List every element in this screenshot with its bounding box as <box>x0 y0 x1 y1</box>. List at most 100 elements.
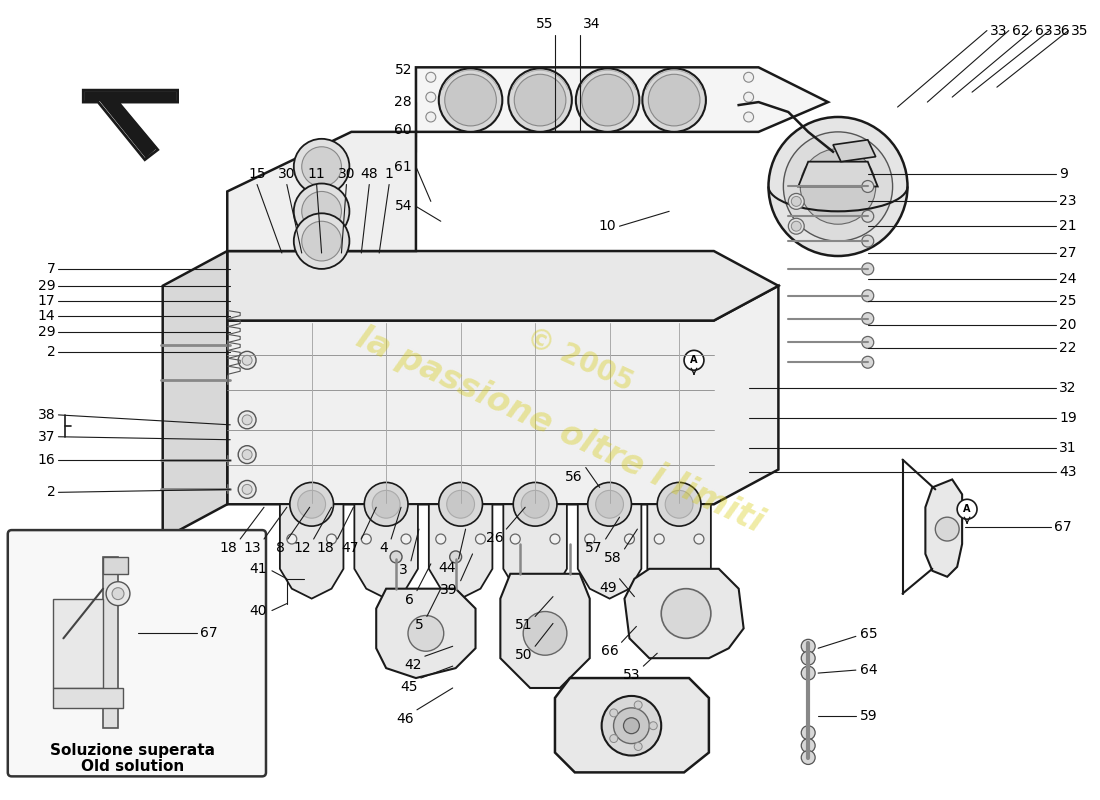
Circle shape <box>106 582 130 606</box>
Text: Old solution: Old solution <box>81 759 185 774</box>
Polygon shape <box>799 162 878 186</box>
Circle shape <box>861 290 873 302</box>
Circle shape <box>585 534 595 544</box>
Text: 29: 29 <box>37 326 55 339</box>
Circle shape <box>649 722 658 730</box>
Circle shape <box>301 146 341 186</box>
Circle shape <box>515 74 565 126</box>
Circle shape <box>242 485 252 494</box>
Text: 66: 66 <box>601 644 618 658</box>
Circle shape <box>550 534 560 544</box>
Text: 47: 47 <box>341 541 359 555</box>
Polygon shape <box>416 67 828 132</box>
Text: 49: 49 <box>598 581 616 594</box>
Circle shape <box>475 534 485 544</box>
Text: 8: 8 <box>276 541 285 555</box>
Circle shape <box>642 68 706 132</box>
Text: 45: 45 <box>400 680 418 694</box>
Circle shape <box>744 92 754 102</box>
Text: 62: 62 <box>1012 23 1030 38</box>
Circle shape <box>635 742 642 750</box>
Polygon shape <box>578 504 641 598</box>
Circle shape <box>609 709 618 717</box>
Text: 9: 9 <box>1059 166 1068 181</box>
Text: A: A <box>964 504 971 514</box>
Polygon shape <box>556 678 708 772</box>
Text: 48: 48 <box>361 166 378 181</box>
Circle shape <box>861 210 873 222</box>
Text: 15: 15 <box>249 166 266 181</box>
Text: 30: 30 <box>338 166 355 181</box>
Polygon shape <box>228 132 416 251</box>
Polygon shape <box>54 688 123 708</box>
Text: 35: 35 <box>1071 23 1089 38</box>
Text: 12: 12 <box>293 541 310 555</box>
Circle shape <box>596 490 624 518</box>
Circle shape <box>426 92 436 102</box>
Text: 51: 51 <box>515 618 532 633</box>
Circle shape <box>436 534 446 544</box>
Circle shape <box>294 183 350 239</box>
Text: la passione oltre i limiti: la passione oltre i limiti <box>351 321 769 539</box>
Text: 22: 22 <box>1059 342 1077 355</box>
Circle shape <box>661 589 711 638</box>
Text: 4: 4 <box>379 541 388 555</box>
Text: 55: 55 <box>536 17 553 30</box>
Circle shape <box>298 490 326 518</box>
Circle shape <box>390 551 402 563</box>
Text: 2: 2 <box>46 486 55 499</box>
Circle shape <box>602 696 661 755</box>
Text: 60: 60 <box>394 123 412 137</box>
Text: 2: 2 <box>46 346 55 359</box>
Circle shape <box>801 149 876 224</box>
Polygon shape <box>103 557 128 574</box>
Circle shape <box>587 482 631 526</box>
Circle shape <box>112 588 124 600</box>
Polygon shape <box>228 251 779 321</box>
Text: 36: 36 <box>1053 23 1070 38</box>
Text: 61: 61 <box>394 160 412 174</box>
Text: © 2005: © 2005 <box>521 323 638 398</box>
Text: 41: 41 <box>250 562 267 576</box>
Circle shape <box>364 482 408 526</box>
Circle shape <box>769 117 908 256</box>
Circle shape <box>287 534 297 544</box>
Circle shape <box>684 350 704 370</box>
Circle shape <box>575 68 639 132</box>
Circle shape <box>801 726 815 740</box>
Circle shape <box>447 490 474 518</box>
Text: 54: 54 <box>395 199 412 214</box>
Text: 53: 53 <box>623 668 640 682</box>
Circle shape <box>242 415 252 425</box>
Circle shape <box>582 74 634 126</box>
Text: 21: 21 <box>1059 219 1077 234</box>
Polygon shape <box>103 557 118 728</box>
Circle shape <box>439 68 503 132</box>
Text: 16: 16 <box>37 453 55 466</box>
Circle shape <box>801 639 815 654</box>
Circle shape <box>935 517 959 541</box>
Text: 31: 31 <box>1059 441 1077 454</box>
Text: 42: 42 <box>405 658 422 672</box>
Text: 56: 56 <box>565 470 583 483</box>
Text: 58: 58 <box>604 551 622 565</box>
Circle shape <box>239 351 256 370</box>
Circle shape <box>426 72 436 82</box>
Circle shape <box>521 490 549 518</box>
Text: 67: 67 <box>200 626 218 640</box>
Circle shape <box>242 450 252 459</box>
Circle shape <box>294 214 350 269</box>
Circle shape <box>635 701 642 709</box>
Circle shape <box>289 482 333 526</box>
Text: A: A <box>690 355 697 366</box>
Circle shape <box>861 235 873 247</box>
Text: 33: 33 <box>990 23 1008 38</box>
Circle shape <box>426 112 436 122</box>
Text: 39: 39 <box>440 582 458 597</box>
Polygon shape <box>84 90 177 160</box>
Polygon shape <box>86 92 176 157</box>
Circle shape <box>372 490 400 518</box>
Circle shape <box>658 482 701 526</box>
Text: 17: 17 <box>37 294 55 308</box>
Circle shape <box>508 68 572 132</box>
